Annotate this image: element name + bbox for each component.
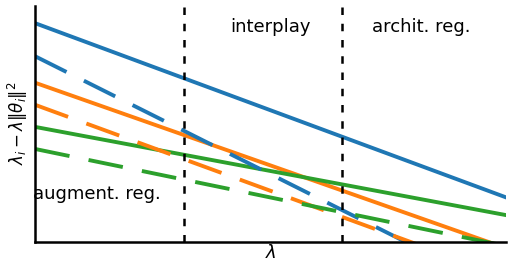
- Text: augment. reg.: augment. reg.: [33, 185, 160, 203]
- X-axis label: $\lambda$: $\lambda$: [265, 244, 276, 262]
- Text: archit. reg.: archit. reg.: [372, 18, 471, 36]
- Text: interplay: interplay: [230, 18, 311, 36]
- Y-axis label: $\lambda_i - \lambda\|\theta_i\|^2$: $\lambda_i - \lambda\|\theta_i\|^2$: [6, 82, 30, 165]
